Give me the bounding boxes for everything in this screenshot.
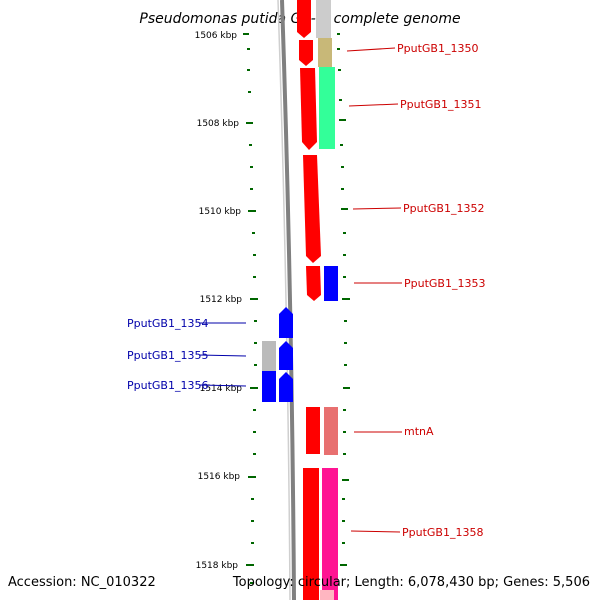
feature-block[interactable] [319,67,335,149]
feature-block[interactable] [324,266,338,301]
gene-label[interactable]: PputGB1_1355 [127,349,208,362]
gene-label[interactable]: PputGB1_1354 [127,317,208,330]
feature-block[interactable] [318,38,332,67]
label-connectors [198,47,402,533]
scale-tick-label: 1506 kbp [195,31,238,41]
cds-block[interactable] [279,372,293,402]
outer-ticks [337,33,350,566]
backbone-line [280,0,296,600]
feature-block[interactable] [262,341,276,371]
scale-tick-label: 1512 kbp [200,295,243,305]
reverse-cds-track [262,307,293,402]
cds-block[interactable] [299,40,313,66]
feature-block[interactable] [320,590,334,600]
cds-block[interactable] [279,307,293,338]
gene-label[interactable]: PputGB1_1358 [402,526,483,539]
cds-block[interactable] [300,68,317,150]
cds-block[interactable] [297,0,311,38]
inner-ticks [243,33,258,584]
scale-tick-label: 1516 kbp [198,472,241,482]
gene-label[interactable]: PputGB1_1351 [400,98,481,111]
scale-tick-label: 1508 kbp [197,119,240,129]
gene-labels: PputGB1_1350 PputGB1_1351 PputGB1_1352 P… [127,42,485,539]
feature-track [316,0,338,600]
topology-text: Topology: circular; Length: 6,078,430 bp… [232,575,590,590]
backbone-inner-line [277,0,291,600]
cds-block[interactable] [306,407,320,454]
forward-cds-track [297,0,321,600]
accession-text: Accession: NC_010322 [8,575,156,590]
gene-label[interactable]: PputGB1_1350 [397,42,478,55]
feature-block[interactable] [322,468,338,600]
cds-block[interactable] [303,468,319,600]
gene-label[interactable]: PputGB1_1352 [403,202,484,215]
scale-tick-label: 1510 kbp [199,207,242,217]
gene-label[interactable]: mtnA [404,425,434,438]
scale-tick-label: 1514 kbp [200,384,243,394]
feature-block[interactable] [262,371,276,402]
gene-label[interactable]: PputGB1_1353 [404,277,485,290]
scale-tick-label: 1518 kbp [196,561,239,571]
cds-block[interactable] [303,155,321,263]
feature-block[interactable] [316,0,331,38]
cds-block[interactable] [306,266,321,301]
cds-block[interactable] [279,341,293,370]
gene-label[interactable]: PputGB1_1356 [127,379,208,392]
feature-block[interactable] [324,407,338,455]
